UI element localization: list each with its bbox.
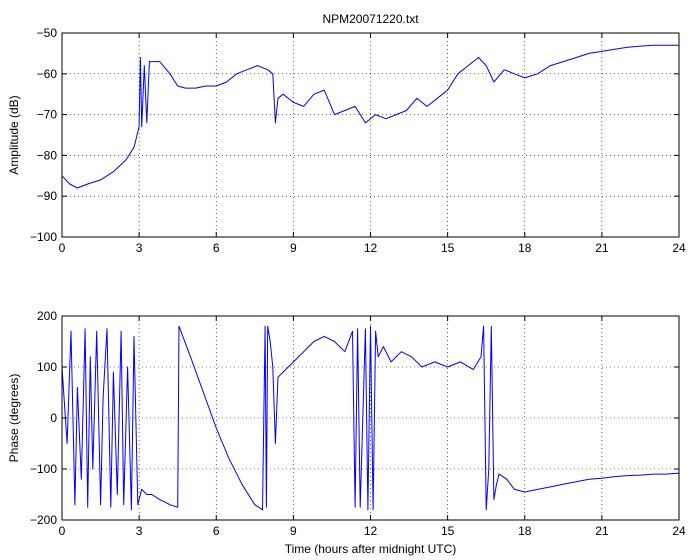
y-tick-label: −90 [37, 189, 58, 203]
chart-title: NPM20071220.txt [322, 12, 419, 26]
series-line [61, 325, 680, 511]
x-tick-label: 6 [213, 241, 220, 255]
y-tick-label: −100 [30, 462, 57, 476]
x-tick-label: 6 [213, 524, 220, 538]
x-tick-label: 24 [672, 241, 686, 255]
x-tick-label: 9 [290, 241, 297, 255]
x-tick-label: 3 [136, 524, 143, 538]
x-axis-label: Time (hours after midnight UTC) [285, 542, 457, 556]
x-tick-label: 15 [441, 241, 455, 255]
amplitude-panel: 0 3 6 9 12 15 18 21 24 −100 −90 −80 −70 −60 −50 NPM2007… [7, 12, 686, 255]
x-tick-label: 15 [441, 524, 455, 538]
y-tick-label: −80 [37, 148, 58, 162]
x-tick-label: 0 [59, 241, 66, 255]
plot-area [62, 33, 679, 237]
y-tick-label: 200 [37, 309, 57, 323]
x-tick-label: 18 [518, 524, 532, 538]
phase-panel: 0 3 6 9 12 15 18 21 24 −200 −100 0 100 200 Phase (degr… [7, 309, 686, 556]
y-tick-label: −50 [37, 26, 58, 40]
x-tick-label: 18 [518, 241, 532, 255]
x-tick-label: 9 [290, 524, 297, 538]
y-axis-label: Phase (degrees) [7, 374, 21, 463]
y-tick-label: −70 [37, 108, 58, 122]
x-tick-label: 21 [595, 241, 609, 255]
x-tick-label: 24 [672, 524, 686, 538]
x-tick-label: 21 [595, 524, 609, 538]
y-tick-label: 0 [50, 411, 57, 425]
y-tick-label: −200 [30, 513, 57, 527]
x-tick-label: 0 [59, 524, 66, 538]
x-tick-label: 3 [136, 241, 143, 255]
y-axis-label: Amplitude (dB) [7, 95, 21, 174]
y-tick-label: 100 [37, 360, 57, 374]
x-tick-label: 12 [364, 524, 378, 538]
y-tick-label: −60 [37, 67, 58, 81]
y-tick-label: −100 [30, 230, 57, 244]
series-line [61, 44, 679, 189]
x-tick-label: 12 [364, 241, 378, 255]
